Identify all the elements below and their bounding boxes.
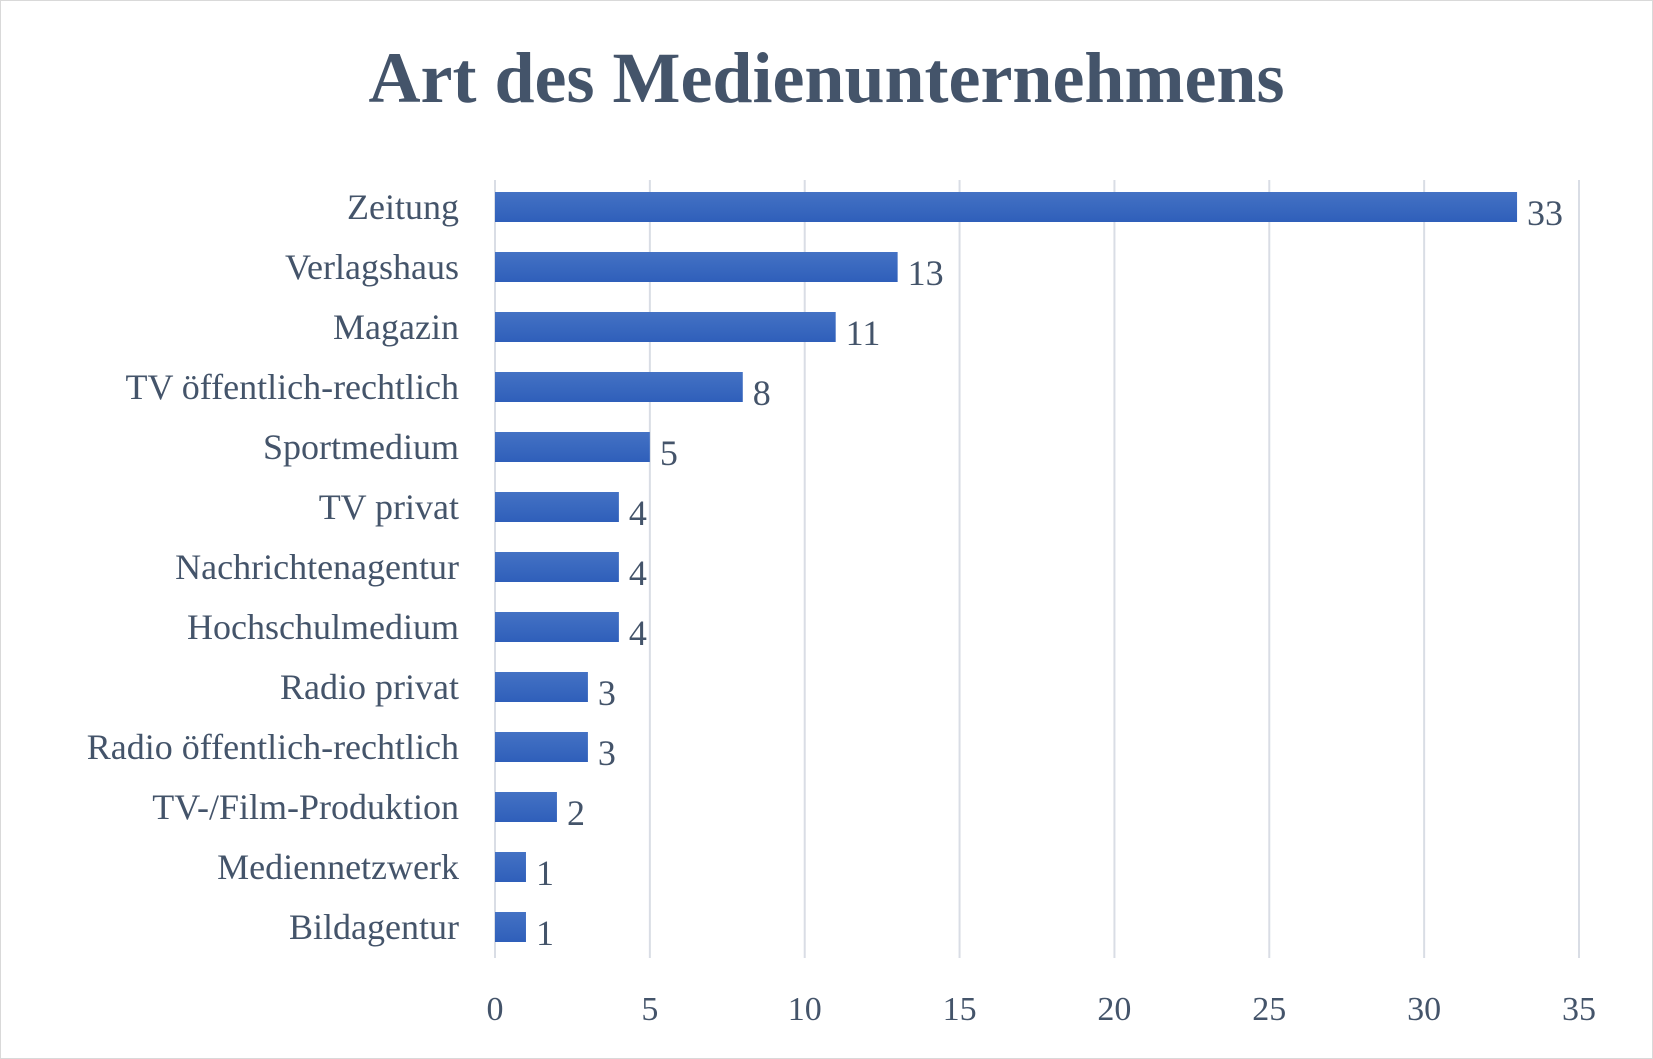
- x-tick-label-5: 5: [641, 991, 658, 1028]
- bar-2: [495, 312, 836, 342]
- data-label-4: 5: [660, 433, 678, 473]
- category-label-8: Radio privat: [280, 667, 459, 707]
- bar-9: [495, 732, 588, 762]
- category-label-11: Mediennetzwerk: [217, 847, 459, 887]
- gridlines: [494, 180, 1580, 958]
- category-label-2: Magazin: [333, 307, 459, 347]
- bar-12: [495, 912, 526, 942]
- category-label-1: Verlagshaus: [285, 247, 459, 287]
- data-label-2: 11: [846, 313, 881, 353]
- bar-8: [495, 672, 588, 702]
- category-label-4: Sportmedium: [263, 427, 459, 467]
- bar-10: [495, 792, 557, 822]
- category-label-9: Radio öffentlich-rechtlich: [87, 727, 459, 767]
- bar-7: [495, 612, 619, 642]
- category-label-0: Zeitung: [347, 187, 459, 227]
- x-tick-label-25: 25: [1252, 991, 1286, 1028]
- data-label-12: 1: [536, 913, 554, 953]
- bar-0: [495, 192, 1518, 222]
- bars: [495, 192, 1518, 942]
- data-label-0: 33: [1527, 193, 1563, 233]
- bar-11: [495, 852, 526, 882]
- data-label-9: 3: [598, 733, 616, 773]
- bar-1: [495, 252, 898, 282]
- x-tick-label-20: 20: [1097, 991, 1131, 1028]
- data-label-5: 4: [629, 493, 647, 533]
- category-label-10: TV-/Film-Produktion: [152, 787, 459, 827]
- x-tick-label-30: 30: [1407, 991, 1441, 1028]
- bar-6: [495, 552, 619, 582]
- data-label-7: 4: [629, 613, 647, 653]
- x-tick-label-15: 15: [943, 991, 977, 1028]
- data-label-3: 8: [753, 373, 771, 413]
- bar-5: [495, 492, 619, 522]
- x-tick-label-35: 35: [1562, 991, 1596, 1028]
- data-label-10: 2: [567, 793, 585, 833]
- category-label-3: TV öffentlich-rechtlich: [125, 367, 459, 407]
- x-axis-ticks: 0 5 10 15 20 25 30 35: [487, 991, 1597, 1028]
- category-label-5: TV privat: [319, 487, 459, 527]
- data-label-11: 1: [536, 853, 554, 893]
- chart-title: Art des Medienunternehmens: [368, 38, 1285, 118]
- bar-4: [495, 432, 650, 462]
- x-tick-label-10: 10: [788, 991, 822, 1028]
- data-label-1: 13: [908, 253, 944, 293]
- category-label-7: Hochschulmedium: [187, 607, 459, 647]
- category-labels: Zeitung Verlagshaus Magazin TV öffentlich-r…: [87, 187, 459, 947]
- category-label-6: Nachrichtenagentur: [175, 547, 459, 587]
- category-label-12: Bildagentur: [289, 907, 459, 947]
- data-label-8: 3: [598, 673, 616, 713]
- x-tick-label-0: 0: [487, 991, 504, 1028]
- bar-3: [495, 372, 743, 402]
- data-label-6: 4: [629, 553, 647, 593]
